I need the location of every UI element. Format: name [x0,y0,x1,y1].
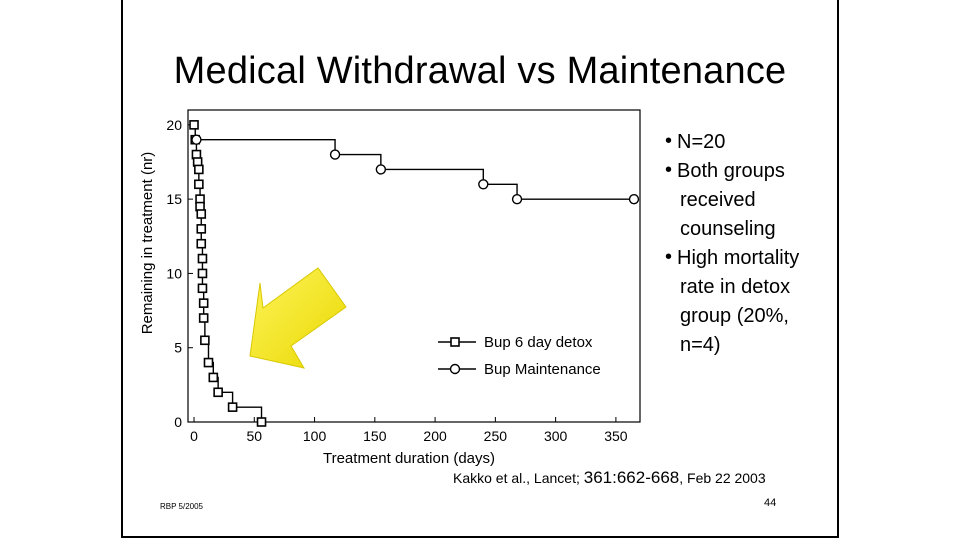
detox-point [194,179,204,190]
detox-point [194,164,204,175]
detox-point [198,313,209,323]
detox-point [189,120,199,130]
maintenance-point [478,179,489,190]
bullet-text: High mortality [677,247,800,269]
x-axis-label: Treatment duration (days) [323,450,495,467]
maintenance-point [191,134,202,145]
detox-point [196,238,207,249]
bullet-item: • N=20 [665,128,833,157]
bullet-dot: • [665,246,673,268]
bullet-text: group (20%, [680,305,789,327]
detox-point [197,283,208,294]
citation-date: , Feb 22 2003 [679,470,766,486]
bullet-dot: • [665,130,673,152]
series-line-2 [196,139,634,200]
y-tick-label: 15 [166,191,182,207]
x-tick-label: 350 [604,428,628,444]
x-tick-label: 150 [363,428,387,444]
bullet-item: • Both groups received counseling [665,157,833,244]
detox-point [256,417,267,427]
slide-title: Medical Withdrawal vs Maintenance [173,50,787,92]
bullet-text: rate in detox [680,276,791,298]
x-tick-label: 50 [247,428,263,444]
maintenance-point [375,164,387,175]
legend-label: Bup 6 day detox [484,334,593,351]
bullet-list: • N=20 • Both groups received counseling • High… [665,128,833,360]
bullet-text: Both groups [677,160,785,182]
y-tick-label: 0 [174,414,182,430]
bullet-text: counseling [680,218,776,240]
y-tick-label: 5 [174,340,182,356]
detox-point [203,357,214,368]
detox-point [198,298,209,308]
maintenance-point [329,149,341,160]
slide-frame [121,0,839,538]
detox-point [197,253,208,264]
detox-point [200,335,210,346]
bullet-item: • High mortality rate in detox group (20%, n… [665,244,833,360]
bullet-text: n=4) [680,334,721,356]
maintenance-point [511,193,523,205]
y-axis-label: Remaining in treatment (nr) [139,152,156,335]
bullet-text: N=20 [677,131,726,153]
citation: Kakko et al., Lancet; 361:662-668, Feb 2… [453,468,766,488]
legend-label: Bup Maintenance [484,361,601,378]
maintenance-point [628,193,640,205]
legend-circle-marker [449,363,461,375]
detox-point [227,402,238,412]
detox-point [213,387,223,398]
detox-point [197,268,208,279]
citation-pages: 361:662-668 [583,468,680,487]
footer-label: RBP 5/2005 [160,502,203,511]
page-number: 44 [764,497,777,509]
y-tick-label: 20 [166,117,182,133]
bullet-dot: • [665,159,673,181]
bullet-text: received [680,189,756,211]
x-tick-label: 100 [303,428,327,444]
x-tick-label: 300 [544,428,568,444]
plot-frame [187,109,641,423]
detox-point [196,224,207,234]
x-tick-label: 0 [190,428,198,444]
x-tick-label: 250 [484,428,508,444]
citation-authors: Kakko et al., Lancet; [453,470,584,486]
x-tick-label: 200 [423,428,447,444]
highlight-arrow-icon [249,267,347,369]
y-tick-label: 10 [166,265,182,281]
legend-square-marker [450,337,460,347]
detox-point [196,209,207,219]
detox-point [208,372,219,383]
